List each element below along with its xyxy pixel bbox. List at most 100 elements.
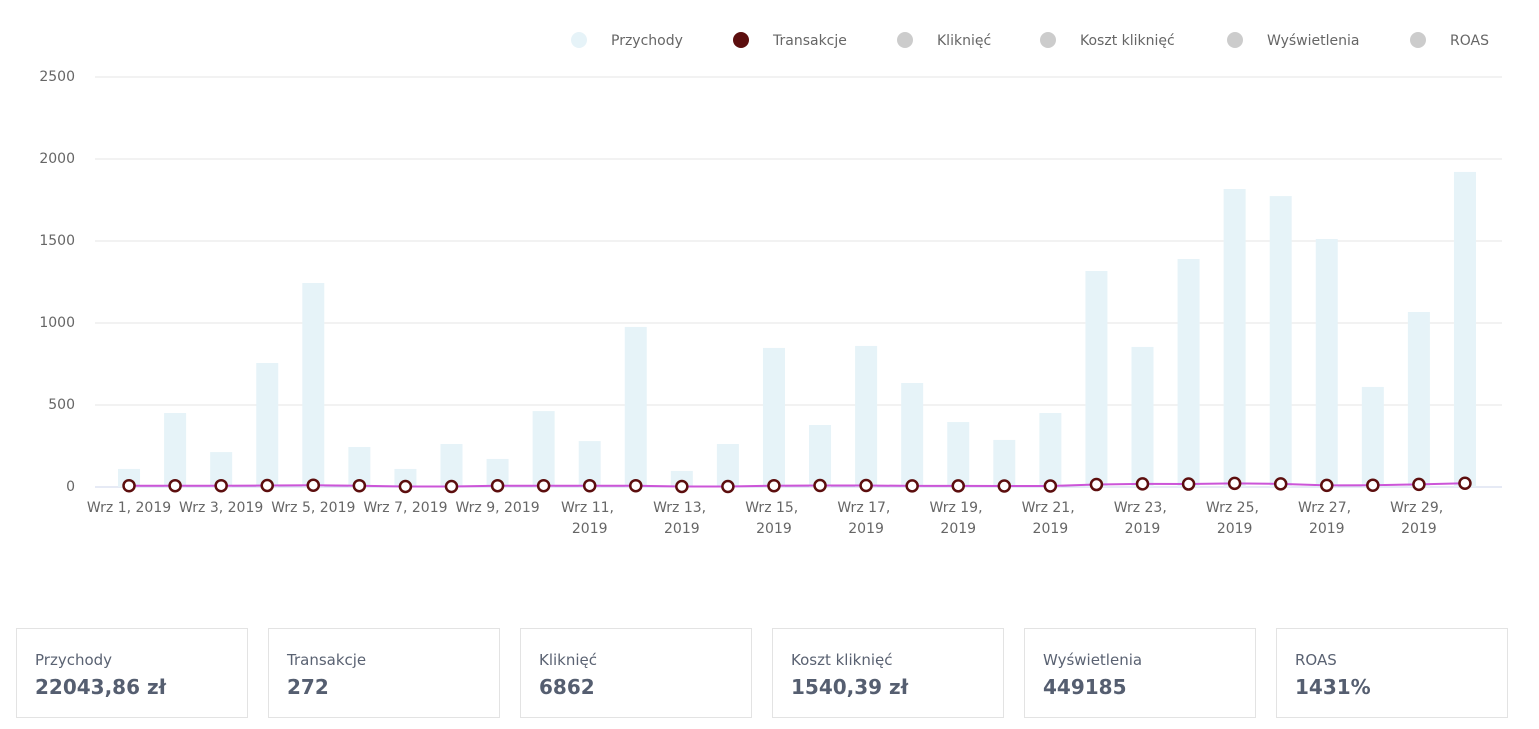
point bbox=[352, 478, 367, 493]
bar bbox=[394, 468, 417, 487]
summary-card: Kliknięć 6862 bbox=[520, 628, 752, 718]
x-tick-label: Wrz 13, 2019 bbox=[653, 500, 710, 537]
card-value: 272 bbox=[287, 675, 329, 699]
summary-card: Wyświetlenia 449185 bbox=[1024, 628, 1256, 718]
bar bbox=[532, 411, 555, 487]
x-tick-label: Wrz 7, 2019 bbox=[363, 500, 447, 516]
x-tick-label: Wrz 5, 2019 bbox=[271, 500, 355, 516]
legend-marker bbox=[733, 32, 749, 48]
bar bbox=[1361, 386, 1384, 487]
bar bbox=[1453, 171, 1476, 487]
x-tick-label: Wrz 23, 2019 bbox=[1114, 500, 1171, 537]
bar bbox=[901, 383, 924, 487]
point bbox=[905, 479, 919, 493]
point bbox=[997, 479, 1012, 493]
x-tick-label: Wrz 15, 2019 bbox=[745, 500, 802, 537]
card-value: 449185 bbox=[1043, 675, 1127, 699]
legend-marker bbox=[897, 32, 913, 48]
point bbox=[1089, 477, 1104, 492]
legend-item[interactable]: ROAS bbox=[1410, 32, 1489, 49]
y-tick-label: 2500 bbox=[39, 69, 75, 85]
card-label: Koszt kliknięć bbox=[791, 651, 893, 669]
card-label: Wyświetlenia bbox=[1043, 651, 1143, 669]
x-tick-label: Wrz 21, 2019 bbox=[1022, 500, 1079, 537]
bar bbox=[1177, 259, 1200, 487]
bar bbox=[1085, 271, 1108, 487]
bar bbox=[855, 345, 878, 487]
bar bbox=[624, 326, 647, 487]
card-label: Kliknięć bbox=[539, 651, 598, 669]
x-tick-label: Wrz 3, 2019 bbox=[179, 500, 263, 516]
card-value: 1431% bbox=[1295, 675, 1371, 699]
bar bbox=[993, 439, 1016, 487]
point bbox=[444, 479, 459, 494]
legend-label: Transakcje bbox=[772, 33, 847, 49]
legend-item[interactable]: Koszt kliknięć bbox=[1040, 32, 1175, 49]
point bbox=[582, 478, 597, 493]
point bbox=[1458, 476, 1472, 490]
card-value: 1540,39 zł bbox=[791, 675, 909, 699]
summary-card: Transakcje 272 bbox=[268, 628, 500, 718]
legend-marker bbox=[1410, 32, 1426, 48]
x-tick-label: Wrz 1, 2019 bbox=[87, 500, 171, 516]
legend-marker bbox=[1227, 32, 1243, 48]
x-tick-label: Wrz 9, 2019 bbox=[455, 500, 539, 516]
point bbox=[1227, 476, 1242, 491]
legend-label: ROAS bbox=[1450, 33, 1489, 49]
legend-label: Kliknięć bbox=[937, 33, 991, 49]
point bbox=[490, 478, 505, 493]
legend-item[interactable]: Przychody bbox=[571, 32, 683, 49]
bar bbox=[1039, 413, 1062, 487]
point bbox=[398, 479, 413, 494]
summary-card: Koszt kliknięć 1540,39 zł bbox=[772, 628, 1004, 718]
x-tick-label: Wrz 25, 2019 bbox=[1206, 500, 1263, 537]
bar bbox=[947, 422, 970, 487]
point bbox=[721, 479, 735, 494]
bar bbox=[1131, 346, 1154, 487]
bar bbox=[348, 446, 371, 487]
y-tick-label: 1000 bbox=[39, 315, 75, 331]
bar bbox=[1407, 312, 1430, 487]
bar bbox=[164, 413, 187, 487]
y-tick-label: 1500 bbox=[39, 233, 75, 249]
y-tick-label: 2000 bbox=[39, 151, 75, 167]
point bbox=[859, 478, 873, 493]
legend-item[interactable]: Wyświetlenia bbox=[1227, 32, 1359, 49]
legend-label: Wyświetlenia bbox=[1267, 33, 1359, 49]
point bbox=[1320, 478, 1334, 493]
card-value: 22043,86 zł bbox=[35, 675, 167, 699]
legend-label: Przychody bbox=[611, 33, 683, 49]
card-label: ROAS bbox=[1295, 651, 1337, 669]
x-tick-label: Wrz 27, 2019 bbox=[1298, 500, 1355, 537]
card-label: Transakcje bbox=[287, 651, 367, 669]
summary-card: ROAS 1431% bbox=[1276, 628, 1508, 718]
legend-item[interactable]: Transakcje bbox=[733, 32, 847, 49]
point bbox=[122, 478, 136, 493]
point bbox=[767, 478, 781, 493]
line bbox=[129, 482, 1465, 488]
point bbox=[214, 478, 228, 493]
bar bbox=[578, 441, 601, 487]
point bbox=[1181, 477, 1196, 491]
legend-marker bbox=[571, 32, 587, 48]
card-label: Przychody bbox=[35, 651, 113, 669]
point bbox=[1135, 477, 1150, 491]
point bbox=[306, 478, 321, 492]
y-tick-label: 500 bbox=[48, 397, 75, 413]
bar bbox=[256, 363, 279, 487]
x-tick-label: Wrz 29, 2019 bbox=[1390, 500, 1447, 537]
legend-marker bbox=[1040, 32, 1056, 48]
legend-item[interactable]: Kliknięć bbox=[897, 32, 991, 49]
x-tick-label: Wrz 11, 2019 bbox=[561, 500, 618, 537]
bar bbox=[1315, 239, 1338, 487]
summary-card: Przychody 22043,86 zł bbox=[16, 628, 248, 718]
bar bbox=[1223, 189, 1246, 487]
bar bbox=[210, 452, 233, 487]
point bbox=[813, 478, 827, 493]
point bbox=[1273, 477, 1288, 491]
bar bbox=[716, 444, 739, 487]
bar bbox=[486, 458, 509, 487]
bar bbox=[809, 425, 832, 487]
point bbox=[168, 478, 182, 493]
